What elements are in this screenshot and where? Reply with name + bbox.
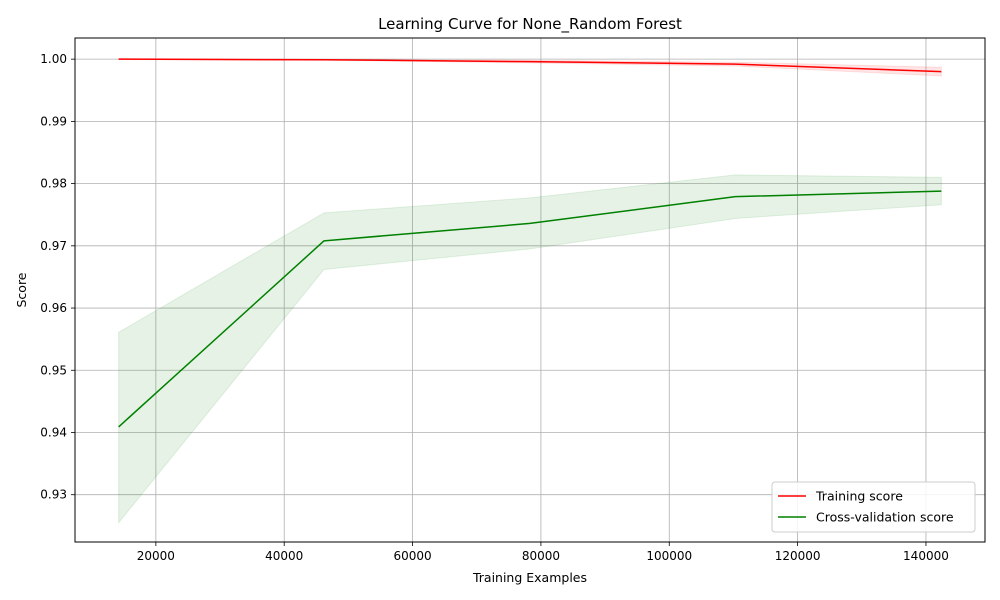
x-tick-label: 80000 [522, 549, 560, 563]
x-tick-label: 100000 [646, 549, 692, 563]
plot-area-background [75, 38, 985, 542]
x-tick-label: 60000 [393, 549, 431, 563]
x-tick-label: 120000 [775, 549, 821, 563]
x-tick-label: 40000 [265, 549, 303, 563]
y-tick-label: 0.94 [40, 425, 67, 439]
x-axis-label: Training Examples [472, 570, 587, 585]
x-tick-label: 140000 [903, 549, 949, 563]
legend-box [771, 481, 976, 533]
band-series-1 [118, 174, 942, 525]
y-tick-label: 0.98 [40, 177, 67, 191]
x-tick-label: 20000 [137, 549, 175, 563]
y-axis-label: Score [14, 272, 29, 307]
y-tick-label: 0.96 [40, 301, 67, 315]
chart-title: Learning Curve for None_Random Forest [378, 15, 682, 34]
legend-label-0: Training score [815, 489, 903, 504]
legend-label-1: Cross-validation score [816, 510, 954, 525]
y-tick-label: 0.97 [40, 239, 67, 253]
axis-ticks: 20000 40000 60000 80000 100000 120000 140000 0.… [40, 52, 949, 563]
y-tick-label: 0.95 [40, 363, 67, 377]
y-tick-label: 0.99 [40, 114, 67, 128]
line-series-0 [118, 58, 942, 73]
y-tick-label: 0.93 [40, 488, 67, 502]
line-series-1 [118, 190, 942, 428]
legend: Training score Cross-validation score [771, 481, 976, 533]
y-tick-label: 1.00 [40, 52, 67, 66]
plot-frame [74, 37, 986, 543]
series-lines [118, 58, 942, 428]
